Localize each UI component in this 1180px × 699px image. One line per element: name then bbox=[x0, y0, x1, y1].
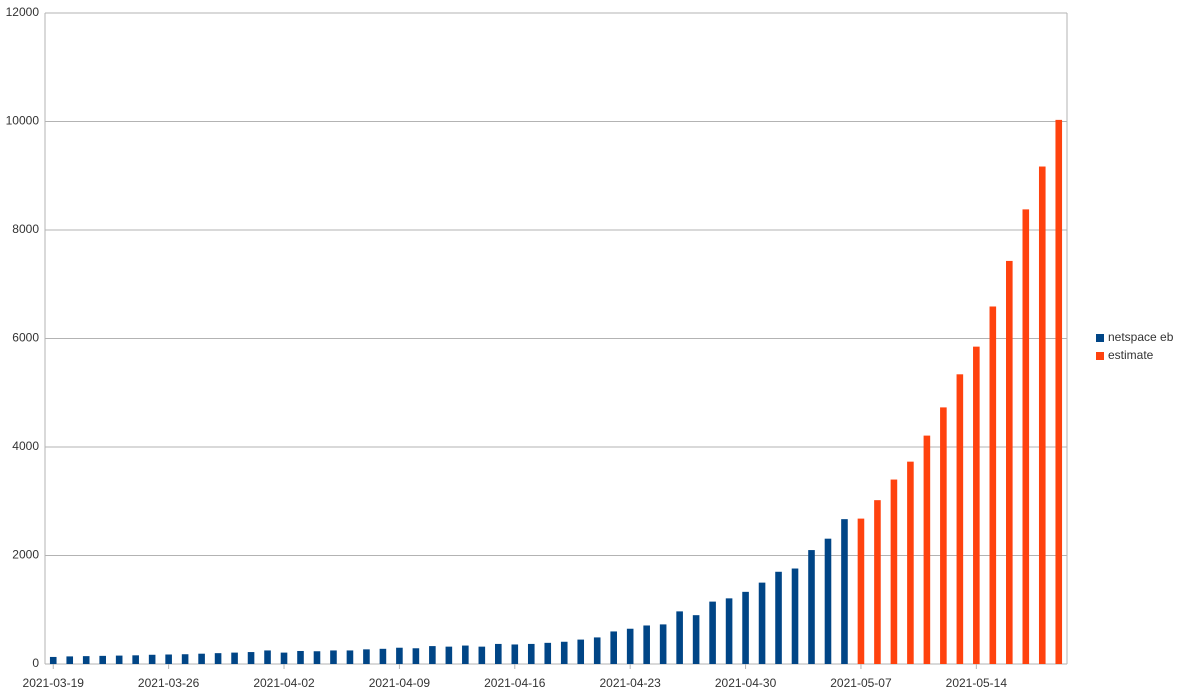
bar bbox=[890, 479, 898, 664]
y-tick-label: 8000 bbox=[12, 222, 39, 236]
bar bbox=[99, 655, 106, 664]
x-tick-label: 2021-03-26 bbox=[138, 676, 200, 690]
bar bbox=[1038, 166, 1046, 664]
bar bbox=[973, 346, 980, 664]
x-tick-label: 2021-04-16 bbox=[484, 676, 546, 690]
bar bbox=[874, 500, 881, 664]
bar bbox=[82, 656, 90, 664]
bar bbox=[989, 306, 997, 664]
bar bbox=[297, 650, 304, 664]
y-tick-label: 0 bbox=[32, 656, 39, 670]
bar bbox=[264, 650, 271, 664]
x-tick-label: 2021-04-02 bbox=[253, 676, 315, 690]
bar bbox=[231, 652, 238, 664]
bar bbox=[313, 651, 321, 664]
bar bbox=[692, 615, 700, 664]
bar bbox=[132, 655, 139, 664]
bar bbox=[49, 656, 57, 664]
bar bbox=[396, 647, 403, 664]
x-tick-label: 2021-05-07 bbox=[830, 676, 892, 690]
bar bbox=[791, 568, 799, 664]
bar bbox=[148, 654, 156, 664]
bar bbox=[181, 654, 189, 664]
bar bbox=[676, 611, 683, 664]
bar bbox=[560, 641, 568, 664]
bar bbox=[527, 643, 535, 664]
y-tick-label: 12000 bbox=[6, 5, 40, 19]
x-tick-label: 2021-04-23 bbox=[599, 676, 661, 690]
legend-swatch bbox=[1096, 352, 1104, 360]
bar bbox=[643, 625, 650, 664]
bar bbox=[1022, 209, 1030, 664]
bar bbox=[544, 642, 552, 664]
bar bbox=[363, 649, 370, 664]
bar bbox=[495, 643, 502, 664]
bar bbox=[742, 591, 749, 664]
bar bbox=[412, 648, 420, 664]
legend-swatch bbox=[1096, 334, 1104, 342]
x-tick-label: 2021-03-19 bbox=[23, 676, 85, 690]
y-tick-label: 10000 bbox=[6, 114, 40, 128]
bar bbox=[610, 631, 617, 664]
bar bbox=[808, 550, 815, 664]
bar bbox=[445, 646, 453, 664]
bar bbox=[725, 598, 733, 664]
bar bbox=[198, 653, 205, 664]
bar bbox=[841, 519, 848, 664]
bar bbox=[478, 646, 486, 664]
bar bbox=[66, 656, 74, 664]
bar bbox=[577, 639, 585, 664]
bar bbox=[940, 407, 947, 664]
bar bbox=[214, 653, 222, 664]
legend-label: estimate bbox=[1108, 348, 1154, 362]
y-tick-label: 4000 bbox=[12, 439, 39, 453]
bar bbox=[709, 601, 716, 664]
x-tick-label: 2021-05-14 bbox=[946, 676, 1008, 690]
x-tick-label: 2021-04-30 bbox=[715, 676, 777, 690]
bar bbox=[462, 645, 469, 664]
bar bbox=[923, 435, 931, 664]
bar bbox=[1006, 260, 1013, 664]
bar bbox=[907, 461, 914, 664]
x-tick-label: 2021-04-09 bbox=[369, 676, 431, 690]
bar bbox=[1055, 119, 1063, 664]
bar bbox=[593, 637, 601, 664]
bar bbox=[824, 538, 832, 664]
bar bbox=[956, 374, 964, 664]
bar bbox=[330, 650, 337, 664]
bar bbox=[775, 571, 782, 664]
bar bbox=[165, 654, 172, 664]
bar bbox=[115, 655, 123, 664]
bar bbox=[247, 652, 255, 664]
bar bbox=[346, 650, 354, 664]
bar bbox=[429, 646, 436, 664]
bar bbox=[511, 644, 519, 664]
legend-label: netspace eb bbox=[1108, 330, 1174, 344]
bar bbox=[379, 648, 387, 664]
bar bbox=[626, 628, 634, 664]
y-tick-label: 6000 bbox=[12, 331, 39, 345]
bar bbox=[857, 518, 865, 664]
bar bbox=[280, 652, 288, 664]
bar bbox=[659, 624, 667, 664]
y-tick-label: 2000 bbox=[12, 548, 39, 562]
bar bbox=[758, 582, 766, 664]
